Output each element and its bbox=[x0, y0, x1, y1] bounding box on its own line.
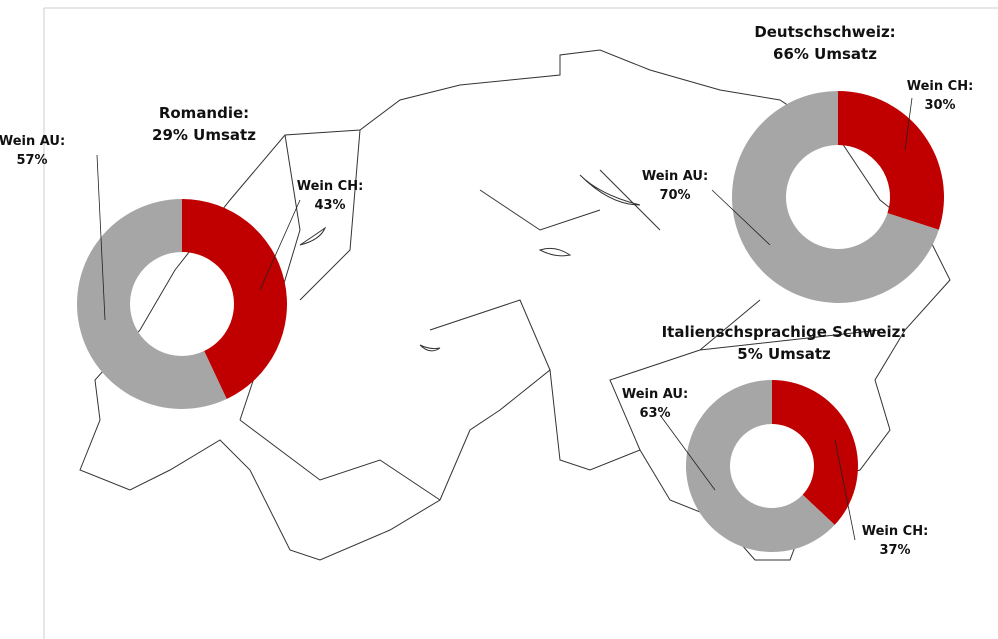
chart-subtitle: 5% Umsatz bbox=[737, 345, 831, 363]
donut-slice bbox=[77, 199, 227, 409]
slice-label: Wein AU: bbox=[0, 134, 65, 149]
slice-value-label: 70% bbox=[659, 188, 690, 203]
slice-label: Wein CH: bbox=[907, 79, 974, 94]
chart-title: Romandie: bbox=[159, 104, 249, 122]
donut-slice bbox=[838, 91, 945, 230]
leader-line bbox=[659, 414, 716, 491]
leader-line bbox=[259, 199, 301, 291]
slice-label: Wein CH: bbox=[862, 524, 929, 539]
chart-subtitle: 29% Umsatz bbox=[152, 126, 256, 144]
leader-line bbox=[96, 154, 106, 321]
slice-value-label: 37% bbox=[879, 543, 910, 558]
leader-line bbox=[711, 189, 771, 246]
lakes bbox=[299, 174, 641, 352]
donut-slice bbox=[732, 91, 939, 303]
leader-line bbox=[834, 439, 856, 541]
chart-title: Italienschsprachige Schweiz: bbox=[662, 323, 907, 341]
slice-value-label: 63% bbox=[639, 406, 670, 421]
slice-label: Wein AU: bbox=[622, 387, 688, 402]
donut-slice bbox=[182, 199, 287, 400]
donut-slice bbox=[686, 380, 835, 552]
slice-value-label: 57% bbox=[16, 153, 47, 168]
slice-label: Wein AU: bbox=[642, 169, 708, 184]
slice-value-label: 43% bbox=[314, 198, 345, 213]
switzerland-outline bbox=[79, 49, 951, 561]
canton-borders bbox=[239, 129, 881, 501]
chart-subtitle: 66% Umsatz bbox=[773, 45, 877, 63]
chart-title: Deutschschweiz: bbox=[754, 23, 895, 41]
slice-label: Wein CH: bbox=[297, 179, 364, 194]
donut-slice bbox=[772, 380, 858, 525]
leader-line bbox=[904, 97, 913, 151]
slice-value-label: 30% bbox=[924, 98, 955, 113]
